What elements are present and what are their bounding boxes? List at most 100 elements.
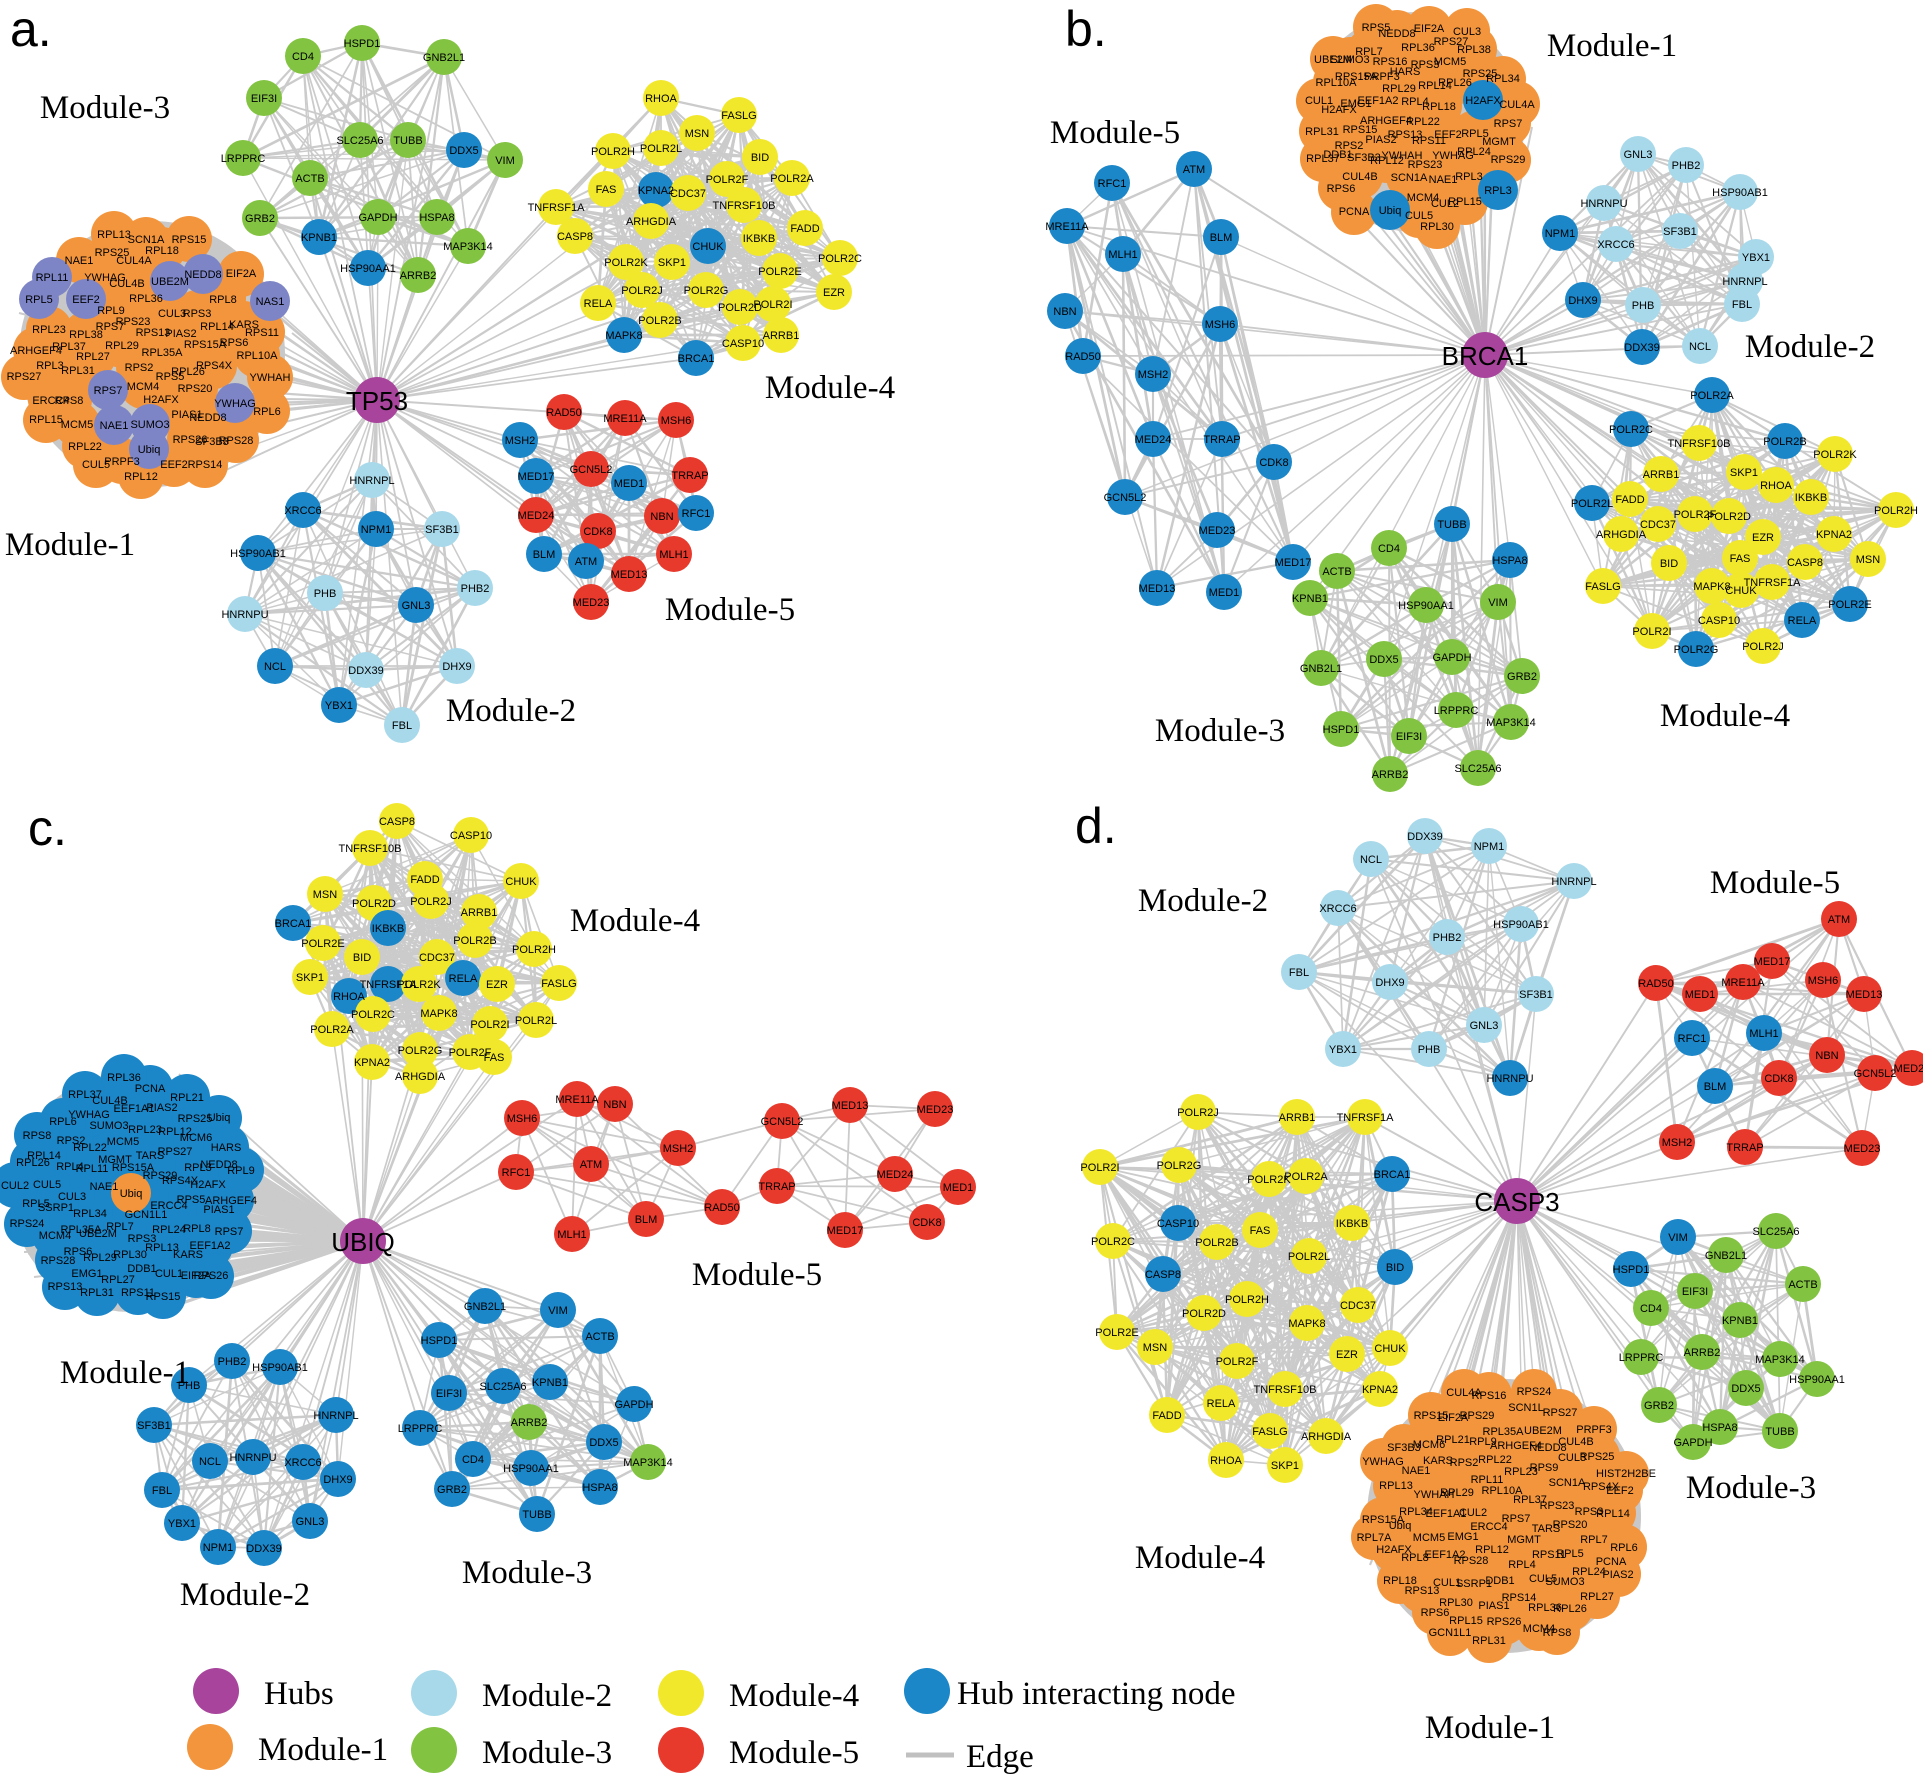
svg-text:PIAS2: PIAS2 (165, 328, 196, 340)
svg-text:GCN5L2: GCN5L2 (1854, 1068, 1897, 1080)
svg-text:KPNB1: KPNB1 (532, 1377, 568, 1389)
svg-text:MED13: MED13 (1846, 989, 1883, 1001)
svg-text:MCM4: MCM4 (1523, 1623, 1555, 1635)
svg-text:Hub interacting node: Hub interacting node (957, 1676, 1236, 1712)
svg-text:SUMO3: SUMO3 (1545, 1576, 1584, 1588)
svg-text:RPS8: RPS8 (23, 1130, 52, 1142)
svg-text:RPS8: RPS8 (1543, 1627, 1572, 1639)
svg-text:MED13: MED13 (832, 1100, 869, 1112)
svg-text:RPS13: RPS13 (1405, 1585, 1440, 1597)
svg-text:HSP90AA1: HSP90AA1 (340, 263, 396, 275)
svg-text:RPL13: RPL13 (1379, 1480, 1413, 1492)
svg-text:POLR2L: POLR2L (1288, 1251, 1330, 1263)
svg-text:RPL31: RPL31 (61, 365, 95, 377)
svg-text:Module-4: Module-4 (1660, 698, 1790, 734)
svg-text:VIM: VIM (495, 155, 515, 167)
svg-text:RPS16: RPS16 (1373, 56, 1408, 68)
svg-text:MED23: MED23 (917, 1104, 954, 1116)
svg-text:CDC37: CDC37 (1340, 1300, 1376, 1312)
svg-text:CUL4B: CUL4B (1558, 1436, 1593, 1448)
svg-text:PRPF3: PRPF3 (1576, 1424, 1611, 1436)
svg-text:RFC1: RFC1 (1678, 1033, 1707, 1045)
svg-text:CHUK: CHUK (1725, 585, 1757, 597)
svg-text:Module-2: Module-2 (482, 1678, 612, 1714)
svg-text:CUL4A: CUL4A (1499, 99, 1535, 111)
svg-text:BID: BID (1660, 558, 1678, 570)
svg-text:NBN: NBN (1053, 306, 1076, 318)
svg-text:RPS2: RPS2 (125, 362, 154, 374)
svg-text:RPS16: RPS16 (1472, 1390, 1507, 1402)
svg-text:SF3B1: SF3B1 (1519, 989, 1553, 1001)
svg-text:MGMT: MGMT (1482, 136, 1516, 148)
svg-text:HSPD1: HSPD1 (1613, 1264, 1650, 1276)
svg-text:YWHAH: YWHAH (250, 372, 291, 384)
svg-text:ARRB1: ARRB1 (1643, 469, 1680, 481)
svg-text:POLR2A: POLR2A (770, 173, 814, 185)
svg-text:NEDD8: NEDD8 (189, 412, 226, 424)
svg-text:NAE1: NAE1 (65, 255, 94, 267)
svg-text:CHUK: CHUK (1374, 1343, 1406, 1355)
svg-text:CHUK: CHUK (692, 241, 724, 253)
svg-text:MSH2: MSH2 (1662, 1137, 1693, 1149)
svg-text:EZR: EZR (1752, 532, 1774, 544)
svg-text:CUL5: CUL5 (82, 459, 110, 471)
svg-text:ARHGDIA: ARHGDIA (1596, 529, 1647, 541)
svg-text:CDC37: CDC37 (670, 188, 706, 200)
svg-text:POLR2F: POLR2F (706, 174, 749, 186)
svg-text:MED1: MED1 (1209, 587, 1240, 599)
svg-text:RPS9: RPS9 (1530, 1462, 1559, 1474)
svg-text:RPL27: RPL27 (1580, 1591, 1614, 1603)
svg-text:SKP1: SKP1 (658, 257, 686, 269)
svg-text:HSPA8: HSPA8 (1492, 555, 1527, 567)
svg-text:POLR2J: POLR2J (410, 896, 452, 908)
svg-text:TRRAP: TRRAP (1726, 1142, 1763, 1154)
svg-text:CDK8: CDK8 (1259, 457, 1288, 469)
svg-text:NAE1: NAE1 (100, 420, 129, 432)
svg-text:Module-2: Module-2 (180, 1577, 310, 1613)
svg-text:DDB1: DDB1 (1485, 1575, 1514, 1587)
svg-text:TNFRSF10B: TNFRSF10B (1668, 438, 1731, 450)
svg-text:FADD: FADD (1615, 494, 1644, 506)
svg-text:b.: b. (1065, 1, 1107, 57)
svg-text:PHB: PHB (178, 1380, 201, 1392)
svg-text:SLC25A6: SLC25A6 (479, 1381, 526, 1393)
svg-text:NEDD8: NEDD8 (1378, 28, 1415, 40)
svg-text:MED17: MED17 (827, 1225, 864, 1237)
svg-text:RPL3: RPL3 (1455, 171, 1483, 183)
svg-text:ARHGEF4: ARHGEF4 (1490, 1440, 1542, 1452)
svg-text:TP53: TP53 (346, 386, 408, 416)
svg-text:RPL12: RPL12 (158, 1126, 192, 1138)
svg-text:DDB1: DDB1 (127, 1263, 156, 1275)
svg-text:NCL: NCL (1360, 854, 1382, 866)
svg-text:NPM1: NPM1 (1474, 841, 1505, 853)
svg-text:FAS: FAS (1250, 1225, 1271, 1237)
svg-text:KPNA2: KPNA2 (1362, 1384, 1398, 1396)
svg-text:CD4: CD4 (1378, 543, 1400, 555)
svg-text:POLR2H: POLR2H (1874, 505, 1918, 517)
svg-text:ATM: ATM (580, 1159, 602, 1171)
svg-text:RPL35A: RPL35A (1483, 1426, 1525, 1438)
svg-text:EMG1: EMG1 (71, 1268, 102, 1280)
svg-text:FADD: FADD (1152, 1410, 1181, 1422)
svg-text:EEF1A1: EEF1A1 (1426, 1508, 1467, 1520)
svg-text:RPL15: RPL15 (1448, 196, 1482, 208)
svg-text:PHB: PHB (1632, 300, 1655, 312)
svg-text:HSP90AB1: HSP90AB1 (1493, 919, 1549, 931)
svg-text:MED13: MED13 (1139, 583, 1176, 595)
svg-text:CDK8: CDK8 (1764, 1073, 1793, 1085)
svg-text:MRE11A: MRE11A (1721, 977, 1765, 989)
svg-text:RPS5: RPS5 (177, 1194, 206, 1206)
svg-text:RPS13: RPS13 (1388, 129, 1423, 141)
svg-text:RELA: RELA (1207, 1398, 1236, 1410)
svg-text:Module-3: Module-3 (462, 1555, 592, 1591)
svg-text:SF3B1: SF3B1 (137, 1420, 171, 1432)
svg-text:RPS20: RPS20 (178, 383, 213, 395)
svg-text:MCM4: MCM4 (1407, 192, 1439, 204)
svg-text:GNB2L1: GNB2L1 (464, 1301, 506, 1313)
svg-text:Hubs: Hubs (264, 1676, 334, 1712)
svg-text:PIAS2: PIAS2 (1602, 1569, 1633, 1581)
svg-text:HSPD1: HSPD1 (1323, 724, 1360, 736)
svg-text:FASLG: FASLG (541, 978, 576, 990)
svg-text:RPL37: RPL37 (1306, 153, 1340, 165)
svg-text:KARS: KARS (173, 1249, 203, 1261)
